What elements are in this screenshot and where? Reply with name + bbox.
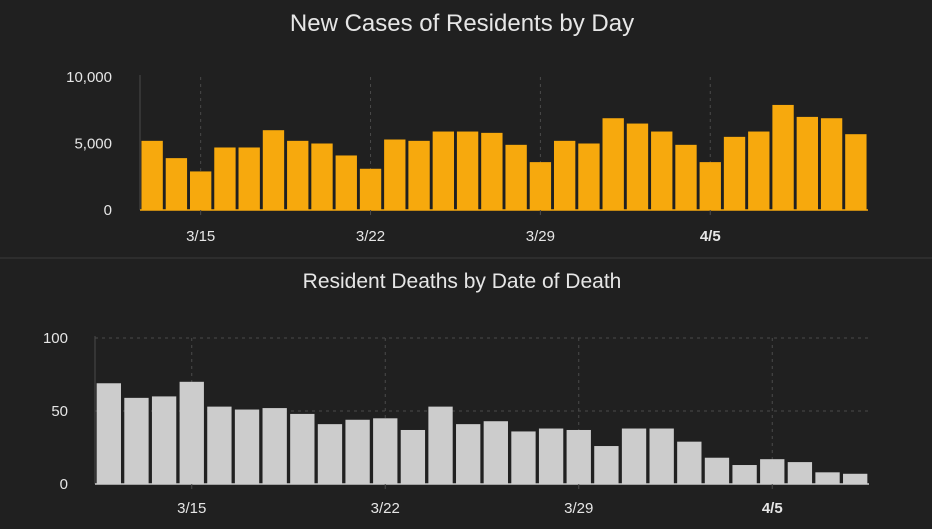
- cases-bar[interactable]: [432, 131, 455, 210]
- deaths-bar[interactable]: [179, 381, 204, 484]
- cases-bar[interactable]: [311, 143, 333, 211]
- cases-x-tick-label: 4/5: [700, 228, 721, 245]
- deaths-bar[interactable]: [621, 428, 647, 484]
- deaths-bar[interactable]: [234, 409, 260, 484]
- cases-bar[interactable]: [238, 147, 260, 210]
- cases-bar[interactable]: [845, 134, 867, 210]
- cases-bar[interactable]: [772, 104, 794, 210]
- deaths-bar[interactable]: [428, 406, 453, 484]
- cases-x-tick-label: 3/29: [526, 228, 555, 245]
- deaths-bar[interactable]: [760, 459, 785, 484]
- cases-bar[interactable]: [602, 118, 624, 210]
- cases-y-tick-label: 10,000: [66, 69, 112, 86]
- cases-bar[interactable]: [626, 123, 649, 210]
- deaths-bar[interactable]: [732, 465, 757, 484]
- cases-bar[interactable]: [505, 144, 527, 210]
- deaths-x-tick-label: 4/5: [762, 500, 783, 517]
- cases-bar[interactable]: [651, 131, 673, 210]
- deaths-bar[interactable]: [787, 462, 813, 484]
- cases-bar[interactable]: [189, 171, 212, 210]
- cases-x-tick-label: 3/22: [356, 228, 385, 245]
- cases-bar[interactable]: [359, 168, 382, 210]
- deaths-bar[interactable]: [677, 441, 702, 484]
- cases-bar[interactable]: [675, 144, 697, 210]
- deaths-bar[interactable]: [538, 428, 564, 484]
- cases-bar[interactable]: [384, 139, 406, 210]
- deaths-bar[interactable]: [566, 429, 591, 484]
- deaths-bar[interactable]: [815, 472, 840, 484]
- cases-bar[interactable]: [335, 155, 357, 210]
- cases-bar[interactable]: [287, 140, 309, 210]
- deaths-x-tick-label: 3/15: [177, 500, 206, 517]
- deaths-bar[interactable]: [290, 413, 315, 484]
- deaths-bar[interactable]: [649, 428, 674, 484]
- cases-bar[interactable]: [481, 132, 503, 210]
- cases-bar[interactable]: [748, 131, 770, 210]
- deaths-bar[interactable]: [151, 396, 177, 484]
- cases-bar[interactable]: [796, 116, 819, 210]
- deaths-bar[interactable]: [207, 406, 232, 484]
- cases-bar[interactable]: [553, 140, 576, 210]
- deaths-x-tick-label: 3/29: [564, 500, 593, 517]
- deaths-chart-title: Resident Deaths by Date of Death: [303, 270, 622, 293]
- deaths-y-tick-label: 0: [60, 476, 68, 493]
- cases-bar[interactable]: [723, 136, 746, 210]
- deaths-bar[interactable]: [262, 408, 287, 484]
- cases-bar[interactable]: [214, 147, 236, 210]
- deaths-bar[interactable]: [317, 424, 343, 484]
- deaths-bar[interactable]: [400, 429, 426, 484]
- deaths-x-tick-label: 3/22: [371, 500, 400, 517]
- deaths-bar[interactable]: [456, 424, 481, 484]
- cases-bar[interactable]: [578, 143, 600, 211]
- cases-x-tick-label: 3/15: [186, 228, 215, 245]
- deaths-bar[interactable]: [96, 383, 121, 484]
- cases-bar[interactable]: [408, 140, 430, 210]
- cases-bar[interactable]: [262, 130, 285, 210]
- deaths-bar[interactable]: [373, 418, 398, 484]
- cases-y-tick-label: 5,000: [74, 136, 112, 153]
- deaths-y-tick-label: 100: [43, 330, 68, 347]
- deaths-bar[interactable]: [124, 397, 149, 484]
- cases-bar[interactable]: [456, 131, 479, 210]
- deaths-bar[interactable]: [345, 419, 370, 484]
- deaths-bar[interactable]: [704, 457, 730, 484]
- deaths-y-tick-label: 50: [51, 403, 68, 420]
- cases-bar[interactable]: [820, 118, 843, 210]
- deaths-bar[interactable]: [483, 421, 508, 484]
- deaths-bar[interactable]: [511, 431, 536, 484]
- cases-bar[interactable]: [165, 158, 188, 210]
- cases-chart-title: New Cases of Residents by Day: [290, 10, 634, 37]
- cases-bar[interactable]: [699, 162, 721, 210]
- cases-bar[interactable]: [141, 140, 163, 210]
- cases-bar[interactable]: [529, 162, 552, 210]
- deaths-bar[interactable]: [594, 446, 619, 484]
- deaths-bar[interactable]: [843, 473, 868, 484]
- cases-y-tick-label: 0: [104, 202, 112, 219]
